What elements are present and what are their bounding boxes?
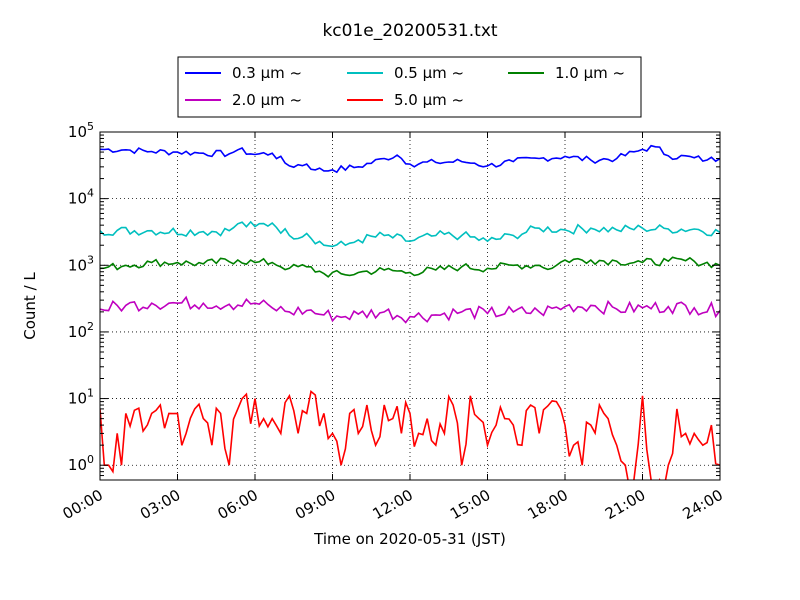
series-line	[100, 295, 720, 324]
y-tick-label: 105	[68, 120, 94, 141]
y-tick-labels: 100 101 102 103 104 105	[68, 120, 94, 474]
x-tick-label: 21:00	[602, 486, 648, 523]
y-tick-label: 104	[68, 187, 94, 208]
x-tick-label: 09:00	[292, 486, 338, 523]
legend-label: 5.0 μm ~	[394, 91, 464, 109]
legend-label: 0.5 μm ~	[394, 64, 464, 82]
x-tick-label: 06:00	[215, 486, 261, 523]
y-tick-label: 102	[68, 320, 94, 341]
y-tick-label: 101	[68, 387, 94, 408]
x-tick-label: 03:00	[137, 486, 183, 523]
y-tick-label: 103	[68, 253, 94, 274]
series-line	[100, 220, 720, 248]
legend-label: 0.3 μm ~	[232, 64, 302, 82]
series-lines	[100, 144, 720, 480]
x-tick-label: 00:00	[60, 486, 106, 523]
legend-box	[177, 56, 642, 118]
y-axis-label: Count / L	[21, 272, 39, 340]
legend-label: 1.0 μm ~	[555, 64, 625, 82]
x-tick-label: 24:00	[680, 486, 726, 523]
x-tick-label: 15:00	[447, 486, 493, 523]
ticks	[99, 131, 721, 481]
x-tick-label: 18:00	[525, 486, 571, 523]
y-tick-label: 100	[68, 453, 94, 474]
x-tick-labels: 00:00 03:00 06:00 09:00 12:00 15:00 18:00 21:00…	[60, 486, 726, 523]
x-axis-label: Time on 2020-05-31 (JST)	[313, 530, 506, 548]
x-tick-label: 12:00	[370, 486, 416, 523]
legend: 0.3 μm ~ 0.5 μm ~ 1.0 μm ~ 2.0 μm ~ 5.0 μm ~	[177, 56, 642, 118]
chart-title: kc01e_20200531.txt	[322, 21, 497, 41]
series-line	[100, 256, 720, 278]
legend-label: 2.0 μm ~	[232, 91, 302, 109]
series-line	[100, 390, 720, 480]
series-line	[100, 144, 720, 174]
